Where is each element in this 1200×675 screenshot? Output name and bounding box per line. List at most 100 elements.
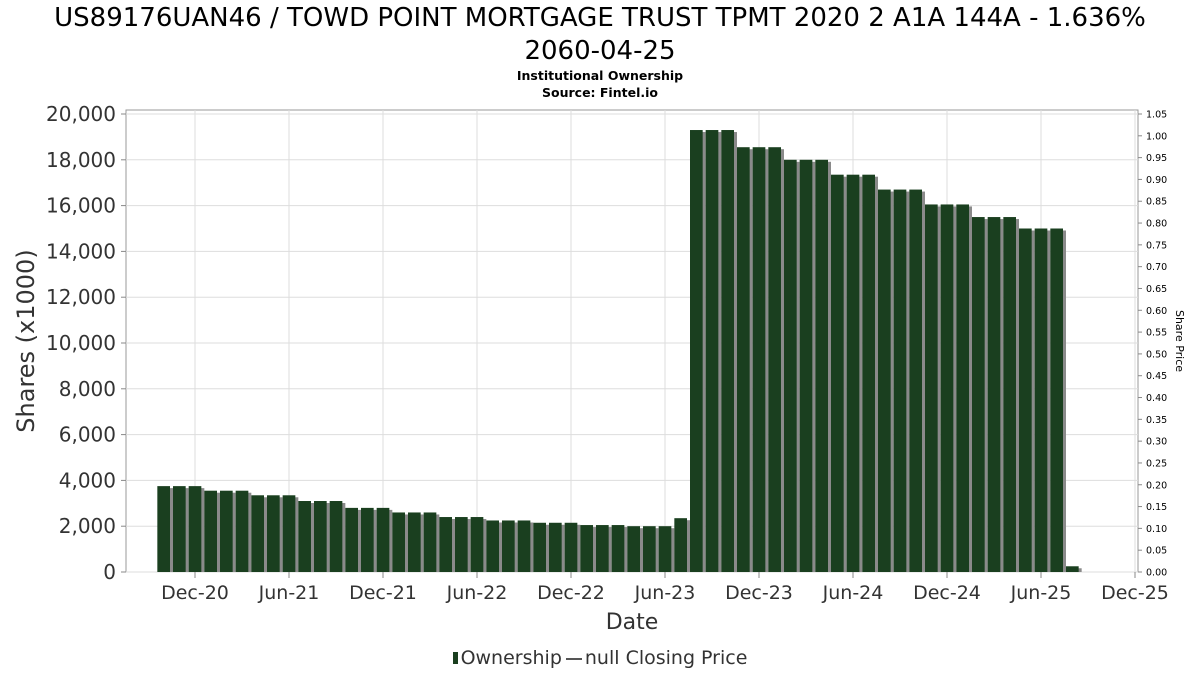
x-tick-label: Dec-20 <box>161 582 229 604</box>
y2-tick-label: 0.45 <box>1146 371 1167 382</box>
ownership-bar <box>345 507 358 572</box>
ownership-bar <box>533 522 546 572</box>
ownership-bar <box>987 217 1001 573</box>
chart-title-line2: 2060-04-25 <box>524 36 676 66</box>
ownership-bar <box>157 486 170 572</box>
y2-tick-label: 0.50 <box>1146 349 1167 360</box>
y2-tick-label: 0.00 <box>1146 568 1167 579</box>
ownership-bar <box>361 507 374 572</box>
ownership-bar <box>846 174 860 572</box>
y2-tick-label: 0.90 <box>1146 175 1167 186</box>
y2-tick-label: 0.40 <box>1146 393 1167 404</box>
y2-tick-label: 0.70 <box>1146 262 1167 273</box>
y-axis-title: Shares (x1000) <box>12 249 40 432</box>
ownership-bar <box>1050 228 1063 572</box>
ownership-bar <box>1003 217 1016 573</box>
y2-tick-label: 0.25 <box>1146 458 1167 469</box>
y2-tick-label: 0.30 <box>1146 437 1167 448</box>
y-tick-label: 14,000 <box>46 239 116 263</box>
ownership-bar <box>1034 228 1048 572</box>
chart-subtitle: Institutional Ownership <box>516 68 684 83</box>
ownership-bar <box>878 189 891 572</box>
ownership-bar <box>282 495 296 572</box>
x-tick-label: Dec-21 <box>349 582 417 604</box>
y2-tick-label: 1.05 <box>1146 110 1167 121</box>
y-tick-label: 10,000 <box>46 331 116 355</box>
ownership-swatch <box>452 652 458 664</box>
ownership-bar <box>329 501 343 572</box>
legend: Ownership null Closing Price <box>0 647 1200 669</box>
chart-title-line1: US89176UAN46 / TOWD POINT MORTGAGE TRUST… <box>54 3 1146 33</box>
ownership-bar <box>893 189 907 572</box>
ownership-bar <box>784 159 797 573</box>
ownership-bar <box>564 522 578 572</box>
y2-tick-label: 0.15 <box>1146 502 1167 513</box>
ownership-bar <box>643 526 656 572</box>
y2-tick-label: 0.80 <box>1146 219 1167 230</box>
x-tick-label: Jun-22 <box>446 582 508 604</box>
y2-tick-label: 0.75 <box>1146 240 1167 251</box>
ownership-bar <box>486 520 499 572</box>
ownership-bar <box>1019 228 1032 572</box>
ownership-bar <box>799 159 813 573</box>
ownership-bar <box>690 130 703 572</box>
ownership-bar <box>925 204 938 572</box>
x-tick-label: Dec-22 <box>537 582 605 604</box>
y-tick-label: 8,000 <box>59 377 116 401</box>
ownership-bar <box>862 174 875 572</box>
ownership-bar <box>220 490 233 572</box>
ownership-bar <box>314 501 327 572</box>
ownership-bar <box>596 525 609 572</box>
ownership-bar <box>298 501 311 572</box>
ownership-bar <box>768 147 781 572</box>
x-tick-label: Jun-21 <box>258 582 320 604</box>
x-tick-label: Jun-23 <box>634 582 696 604</box>
ownership-bar <box>956 204 969 572</box>
ownership-bar <box>737 147 750 572</box>
ownership-bar <box>267 495 280 572</box>
y2-tick-label: 0.55 <box>1146 328 1167 339</box>
y-tick-label: 2,000 <box>59 514 116 538</box>
y2-tick-label: 0.20 <box>1146 480 1167 491</box>
chart-source: Source: Fintel.io <box>542 85 658 100</box>
ownership-bar <box>470 517 484 572</box>
ownership-bar <box>376 507 390 572</box>
ownership-bar <box>705 130 719 572</box>
x-tick-label: Jun-25 <box>1010 582 1072 604</box>
ownership-bar <box>502 520 515 572</box>
y-tick-label: 6,000 <box>59 423 116 447</box>
y2-tick-label: 0.05 <box>1146 546 1167 557</box>
y2-tick-label: 0.10 <box>1146 524 1167 535</box>
ownership-bar <box>752 147 766 572</box>
legend-ownership-label: Ownership <box>460 647 562 669</box>
ownership-bar <box>658 526 672 572</box>
ownership-bar <box>721 130 734 572</box>
x-tick-label: Dec-25 <box>1101 582 1169 604</box>
ownership-bar <box>831 174 844 572</box>
y2-tick-label: 0.95 <box>1146 153 1167 164</box>
x-axis-title: Date <box>606 610 659 635</box>
legend-price-label: null Closing Price <box>584 647 748 669</box>
ownership-bar <box>611 525 625 572</box>
ownership-bar <box>517 520 531 572</box>
y-tick-label: 16,000 <box>46 194 116 218</box>
ownership-bar <box>815 159 828 573</box>
y2-tick-label: 0.65 <box>1146 284 1167 295</box>
ownership-bar <box>940 204 954 572</box>
y-tick-label: 20,000 <box>46 102 116 126</box>
y-tick-label: 4,000 <box>59 468 116 492</box>
chart-title: US89176UAN46 / TOWD POINT MORTGAGE TRUST… <box>0 2 1200 68</box>
x-tick-label: Jun-24 <box>822 582 884 604</box>
ownership-bar <box>439 517 452 572</box>
ownership-bar <box>627 526 640 572</box>
y-tick-label: 18,000 <box>46 148 116 172</box>
ownership-bar <box>549 522 562 572</box>
ownership-bar <box>188 486 202 572</box>
y2-axis-title: Share Price <box>1173 310 1186 372</box>
ownership-bar <box>674 518 687 572</box>
y-tick-label: 0 <box>103 560 116 584</box>
ownership-bar <box>251 495 264 572</box>
ownership-bar <box>392 512 405 572</box>
ownership-bar <box>235 490 249 572</box>
